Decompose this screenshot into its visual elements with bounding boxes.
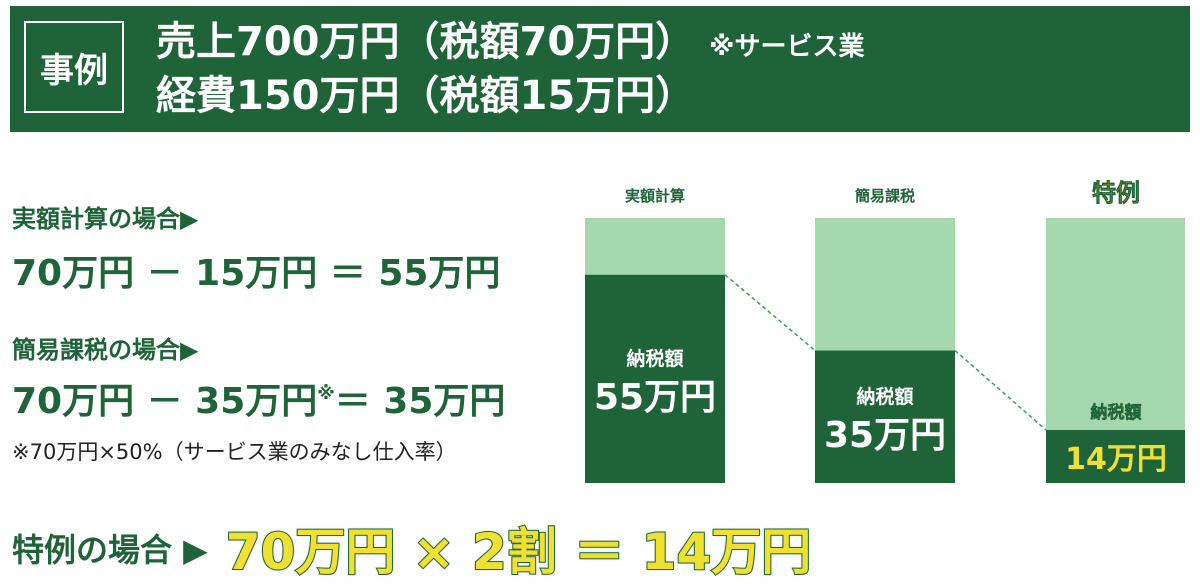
simplified-tax-equation: 70万円 － 35万円※＝ 35万円: [12, 384, 505, 420]
actual-calc-label: 実額計算の場合▶: [12, 205, 199, 233]
column-title: 実額計算: [625, 187, 685, 205]
tax-amount-label: 納税額: [626, 347, 683, 370]
actual-calc-equation: 70万円 － 15万円 ＝ 55万円: [12, 253, 501, 294]
simplified-equation-right: ＝ 35万円: [334, 381, 506, 422]
special-case-row: 特例の場合 ▶ 70万円 × 2割 ＝ 14万円: [12, 512, 812, 584]
tax-payment-bar: [1046, 430, 1185, 483]
special-case-label: 特例の場合 ▶: [12, 531, 208, 569]
tax-amount-label: 納税額: [1091, 402, 1142, 423]
simplified-tax-label: 簡易課税の場合▶: [12, 336, 199, 364]
simplified-tax-note: ※70万円×50%（サービス業のみなし仕入率）: [12, 440, 457, 464]
connector-line: [724, 274, 816, 352]
case-badge: 事例: [24, 21, 124, 113]
header-industry-note: ※サービス業: [709, 32, 865, 62]
simplified-equation-left: 70万円 － 35万円: [12, 381, 318, 422]
simplified-equation-mark: ※: [317, 383, 335, 404]
tax-amount-label: 納税額: [856, 385, 913, 408]
special-case-equation: 70万円 × 2割 ＝ 14万円: [225, 522, 812, 582]
column-title: 簡易課税: [855, 187, 915, 205]
column-title: 特例: [1092, 179, 1140, 207]
tax-amount-value: 14万円: [1065, 442, 1167, 477]
header-expense-line: 経費150万円（税額15万円）: [156, 73, 696, 119]
header-sales-line: 売上700万円（税額70万円） ※サービス業: [156, 22, 864, 62]
tax-amount-value: 35万円: [824, 415, 946, 456]
header-sales-text: 売上700万円（税額70万円）: [156, 19, 696, 65]
case-header: 事例 売上700万円（税額70万円） ※サービス業 経費150万円（税額15万円）: [10, 6, 1190, 132]
tax-payment-bar: [815, 350, 955, 483]
connector-line: [954, 349, 1047, 431]
tax-payment-bar: [585, 274, 725, 483]
tax-amount-value: 55万円: [594, 377, 716, 418]
